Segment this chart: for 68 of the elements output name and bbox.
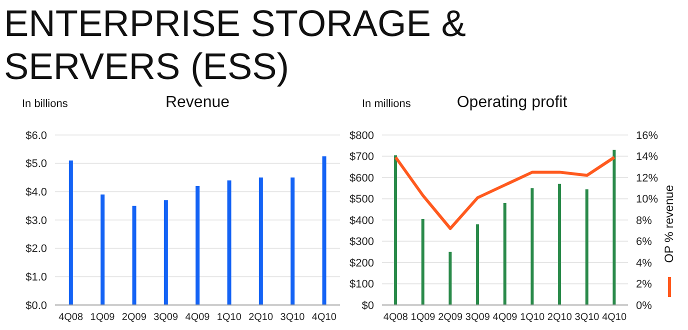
bar [503,203,506,305]
bar [68,160,73,305]
x-tick-label: 1Q09 [410,312,436,324]
x-tick-label: 4Q09 [185,312,210,324]
text: OP % revenue [662,185,676,263]
bar [394,155,398,305]
x-tick-label: 3Q10 [574,312,600,324]
chart-subtitle: Revenue [165,94,230,111]
y-tick-label: $300 [350,236,374,248]
y2-tick-label: 4% [636,257,652,270]
x-tick-label: 1Q10 [520,312,545,324]
y2-tick-label: 12% [636,172,658,184]
y2-tick-label: 16% [636,130,658,142]
y-tick-label: $600 [350,172,374,184]
x-tick-label: 2Q09 [122,312,147,324]
x-tick-label: 1Q10 [216,312,242,324]
bar [476,224,480,305]
chart-title: ENTERPRISE STORAGE & SERVERS (ESS) [4,2,467,88]
y-tick-label: $3.0 [26,214,47,227]
y-tick-label: $5.0 [26,158,47,170]
y2-tick-label: 0% [636,300,652,312]
bar [530,188,534,305]
y-axis-title: In millions [362,98,411,110]
y2-tick-label: 14% [636,151,658,164]
bar [227,180,232,305]
y-tick-label: $1.0 [26,272,47,284]
bar [132,206,136,305]
y-tick-label: $800 [350,130,374,142]
x-tick-label: 4Q08 [58,312,84,324]
x-tick-label: 1Q09 [90,312,116,324]
y2-tick-label: 6% [636,236,652,248]
x-tick-label: 3Q10 [280,312,306,324]
bar [100,194,105,305]
x-tick-label: 4Q09 [492,312,518,324]
y2-tick-label: 2% [636,278,652,291]
y-tick-label: $200 [350,257,374,270]
chart-title: Operating profit [456,94,568,111]
y-tick-label: $2.0 [26,243,47,256]
y-axis-title: In billions [22,98,68,110]
y2-tick-label: 10% [636,194,658,206]
bar [585,189,588,305]
y-tick-label: $500 [350,194,374,206]
x-tick-label: 2Q10 [248,312,274,324]
y-tick-label: $100 [350,278,374,291]
y-tick-label: $6.0 [26,130,47,142]
bar [558,184,562,305]
y-tick-label: $4.0 [26,186,47,199]
bar [258,178,263,305]
y-tick-label: $700 [350,151,374,164]
y-tick-label: $0 [362,300,374,312]
x-tick-label: 3Q09 [465,312,490,324]
y-tick-label: $0.0 [26,300,47,312]
bar [290,178,295,305]
bar [196,186,200,305]
x-tick-label: 4Q10 [602,312,627,324]
line-series [394,156,616,230]
bar [612,150,616,305]
x-tick-label: 2Q09 [438,312,463,324]
bar [421,218,424,305]
x-tick-label: 4Q10 [312,312,337,324]
x-tick-label: 2Q10 [547,312,572,324]
x-tick-label: 4Q08 [383,312,408,324]
bar [322,156,326,305]
y-tick-label: $400 [350,214,374,227]
x-tick-label: 3Q09 [154,312,178,324]
y2-tick-label: 8% [636,214,652,227]
bar [164,200,168,305]
bar [448,252,452,305]
